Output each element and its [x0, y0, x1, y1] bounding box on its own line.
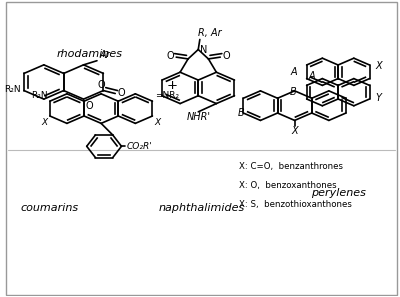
Text: +: +	[167, 79, 178, 92]
Text: N: N	[200, 45, 207, 55]
Text: CO₂R': CO₂R'	[126, 142, 152, 151]
Text: X: X	[41, 118, 48, 127]
Text: B: B	[238, 108, 245, 118]
Text: O: O	[166, 51, 174, 61]
Text: X: S,  benzothioxanthones: X: S, benzothioxanthones	[239, 200, 352, 209]
Text: A: A	[290, 67, 297, 77]
Text: Y: Y	[376, 93, 382, 103]
Text: naphthalimides: naphthalimides	[159, 203, 245, 213]
Text: R₂N: R₂N	[4, 86, 21, 94]
Text: X: X	[376, 61, 382, 71]
Text: X: C=O,  benzanthrones: X: C=O, benzanthrones	[239, 162, 343, 171]
Text: O: O	[118, 88, 125, 98]
Text: R, Ar: R, Ar	[198, 28, 222, 38]
Text: O: O	[97, 80, 105, 90]
Text: R₂N: R₂N	[31, 91, 48, 100]
Text: coumarins: coumarins	[21, 203, 79, 213]
Text: O: O	[85, 101, 93, 111]
Text: X: O,  benzoxanthones: X: O, benzoxanthones	[239, 181, 337, 190]
Text: B: B	[290, 87, 297, 97]
Text: NHR': NHR'	[187, 113, 211, 122]
Text: =NR₂: =NR₂	[155, 91, 179, 100]
Text: rhodamines: rhodamines	[56, 50, 122, 59]
Text: Ar: Ar	[99, 50, 110, 59]
Text: X: X	[155, 118, 161, 127]
Text: perylenes: perylenes	[311, 188, 366, 198]
Text: O: O	[223, 51, 230, 61]
Text: A: A	[308, 71, 315, 81]
Text: X: X	[291, 127, 298, 137]
